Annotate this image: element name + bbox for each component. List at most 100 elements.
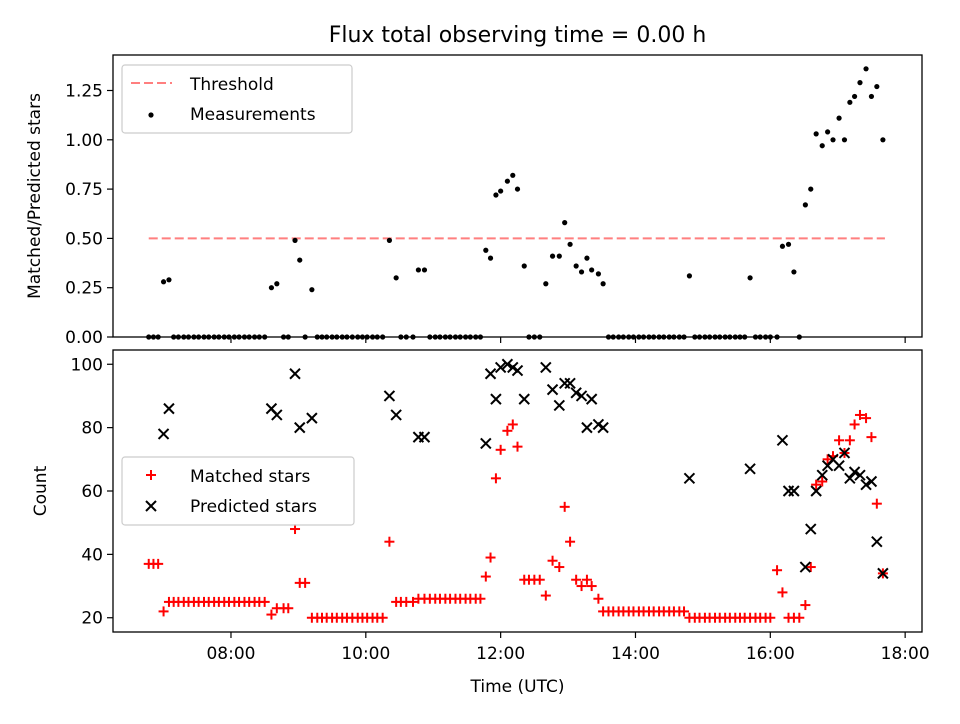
- cross-stroke-b: [585, 393, 598, 405]
- cross-stroke-b: [597, 421, 609, 434]
- cross-stroke-b: [805, 523, 817, 535]
- cross-stroke-b: [501, 358, 514, 370]
- top-axes-frame: [112, 54, 923, 338]
- top-y-tick-label: 0.25: [65, 279, 103, 299]
- bottom-x-tick-label: 12:00: [476, 644, 525, 664]
- top-y-tick-label: 0.50: [65, 229, 103, 249]
- bottom-y-ticks: 20 40 60 80 100: [71, 355, 113, 629]
- top-legend-box: [121, 64, 353, 134]
- matched-star-point: [817, 476, 828, 487]
- x-axis-label: Time (UTC): [470, 677, 565, 697]
- bottom-x-tick-label: 08:00: [206, 644, 255, 664]
- bottom-axes: 20 40 60 80 100 08:00 10:00 12:00 14:00 16:00 18:…: [31, 349, 930, 697]
- bottom-x-tick-label: 16:00: [746, 644, 795, 664]
- measurement-point: [166, 277, 172, 283]
- predicted-star-point: [157, 428, 170, 440]
- predicted-star-point: [838, 447, 851, 459]
- cross-stroke-b: [490, 393, 502, 405]
- measurement-point: [268, 285, 275, 291]
- predicted-star-point: [501, 358, 514, 370]
- matched-star-point: [485, 552, 496, 563]
- matched-star-point: [794, 612, 805, 623]
- cross-stroke-b: [540, 361, 552, 374]
- cross-stroke-b: [865, 475, 878, 488]
- predicted-star-point: [854, 469, 866, 481]
- bottom-legend: Matched stars Predicted stars: [121, 456, 355, 526]
- legend-plus-marker: [146, 470, 156, 480]
- legend-threshold-label: Threshold: [189, 75, 274, 95]
- matched-star-point: [507, 419, 518, 430]
- predicted-star-point: [585, 393, 598, 405]
- measurement-point: [584, 255, 590, 261]
- measurement-point: [309, 287, 315, 293]
- matched-star-point: [153, 558, 164, 569]
- top-y-tick-label: 0.00: [65, 328, 103, 348]
- top-axes: 0.00 0.25 0.50 0.75 1.00 1.25 Matched/Predict…: [25, 54, 923, 348]
- measurement-point: [841, 137, 848, 143]
- measurement-point: [514, 186, 521, 192]
- matched-star-point: [290, 524, 301, 535]
- measurement-point: [562, 220, 568, 226]
- legend-predicted-swatch: [145, 500, 157, 512]
- matched-star-point: [554, 562, 565, 573]
- predicted-star-point: [782, 485, 795, 497]
- matched-star-point: [502, 425, 513, 436]
- predicted-star-point: [490, 393, 502, 405]
- measurement-point: [160, 279, 167, 285]
- cross-stroke-b: [265, 402, 278, 415]
- matched-star-point: [866, 432, 877, 443]
- cross-stroke-b: [592, 418, 605, 431]
- predicted-stars-points: [157, 358, 889, 580]
- predicted-star-point: [799, 561, 812, 573]
- top-legend: Threshold Measurements: [121, 64, 353, 134]
- matched-star-point: [283, 603, 294, 614]
- predicted-star-point: [788, 485, 800, 497]
- predicted-star-point: [480, 437, 492, 450]
- bottom-axes-frame: [112, 349, 923, 633]
- predicted-star-point: [484, 368, 497, 380]
- cross-stroke-b: [518, 393, 530, 405]
- matched-star-point: [844, 435, 855, 446]
- predicted-star-point: [546, 383, 559, 396]
- measurement-point: [589, 267, 595, 273]
- matched-star-point: [586, 581, 597, 592]
- predicted-star-point: [865, 475, 878, 488]
- measurement-point: [595, 271, 602, 277]
- matched-star-point: [300, 577, 311, 588]
- measurement-point: [819, 143, 825, 149]
- measurement-point: [880, 137, 886, 143]
- bottom-x-tick-label: 14:00: [611, 644, 660, 664]
- predicted-star-point: [558, 377, 571, 389]
- measurement-point: [813, 131, 819, 137]
- measurement-point: [847, 99, 853, 105]
- matched-star-point: [571, 574, 582, 585]
- measurement-point: [510, 172, 516, 178]
- matched-star-point: [593, 593, 604, 604]
- measurement-point: [415, 267, 421, 273]
- cross-stroke-b: [494, 361, 507, 374]
- cross-stroke-b: [480, 437, 492, 450]
- measurement-point: [549, 253, 556, 259]
- cross-stroke-b: [871, 535, 883, 548]
- matched-star-point: [490, 473, 501, 484]
- cross-stroke-b: [484, 368, 497, 380]
- measurement-point: [808, 186, 814, 192]
- matched-star-point: [534, 574, 545, 585]
- matched-star-point: [871, 498, 882, 509]
- cross-stroke-b: [163, 402, 175, 415]
- predicted-star-point: [816, 469, 828, 481]
- bottom-legend-box: [121, 456, 355, 526]
- matched-star-point: [266, 609, 277, 620]
- bottom-y-tick-label: 20: [81, 609, 103, 629]
- cross-stroke-b: [877, 567, 889, 580]
- measurement-point: [857, 80, 863, 86]
- measurement-point: [830, 137, 836, 143]
- cross-stroke-b: [271, 409, 283, 421]
- matched-star-point: [512, 441, 523, 452]
- matched-star-point: [854, 409, 865, 420]
- chart-title: Flux total observing time = 0.00 h: [329, 23, 707, 48]
- measurement-point: [493, 192, 499, 198]
- predicted-star-point: [833, 459, 845, 472]
- measurement-point: [874, 83, 880, 90]
